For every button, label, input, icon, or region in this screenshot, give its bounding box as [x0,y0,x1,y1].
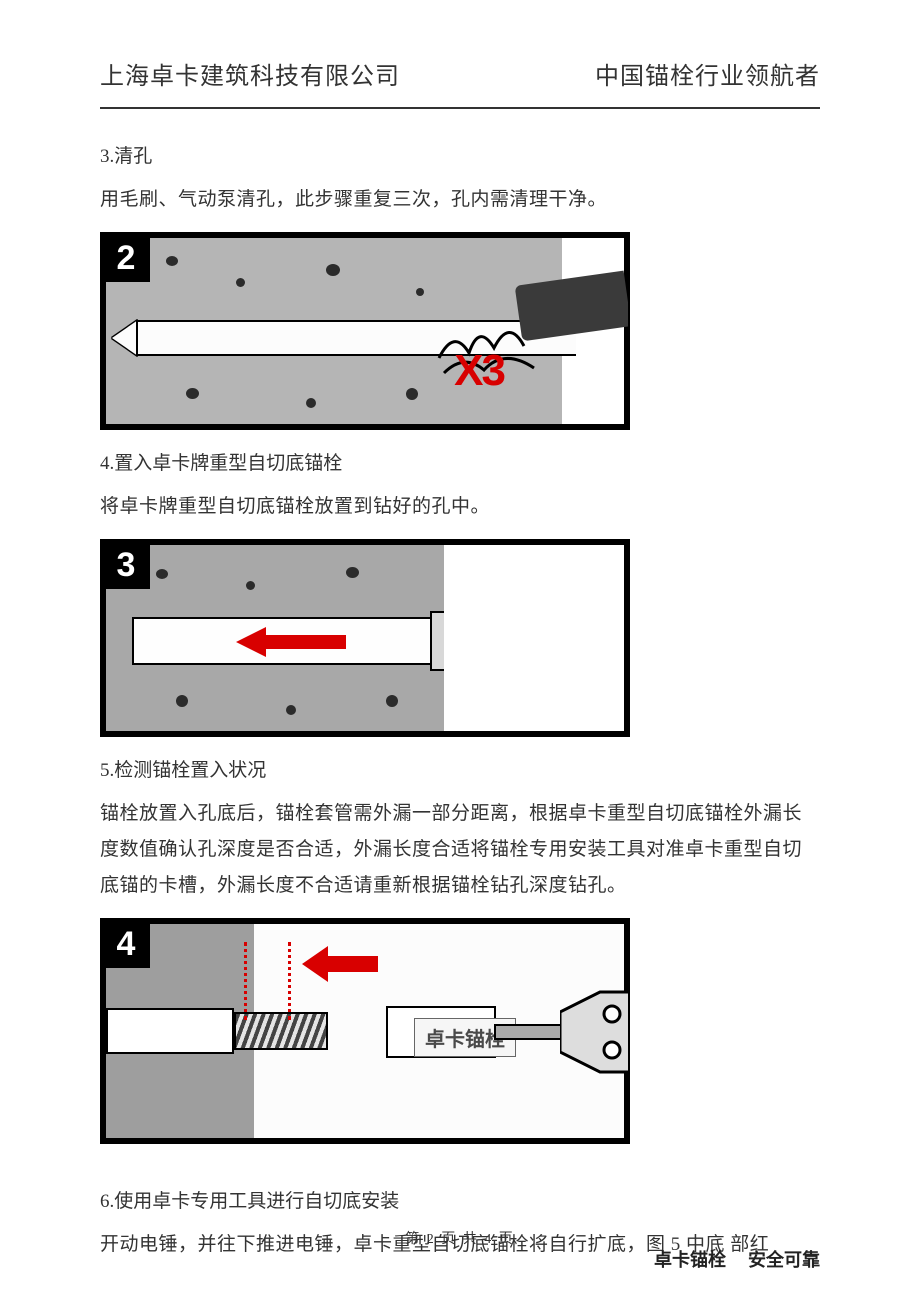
step-badge: 2 [102,234,150,282]
step-number: 3 [100,146,110,167]
step-badge: 4 [102,920,150,968]
figure-step-3: 卓卡锚栓 3 [100,539,630,737]
step-title: 使用卓卡专用工具进行自切底安装 [114,1191,399,1212]
section-4-title: 4.置入卓卡牌重型自切底锚栓 [100,448,820,475]
hand-icon [442,563,622,733]
anchor-nut-icon [464,619,486,663]
company-name: 上海卓卡建筑科技有限公司 [100,56,400,91]
bolt-sleeve-icon [106,1008,234,1054]
step-title: 清孔 [114,146,152,167]
tool-chuck-icon [560,984,630,1080]
arrow-left-icon [302,946,378,982]
section-3-title: 3.清孔 [100,141,820,168]
measure-line-icon [288,942,291,1020]
step-badge: 3 [102,541,150,589]
section-5-body: 锚栓放置入孔底后，锚栓套管需外漏一部分距离，根据卓卡重型自切底锚栓外漏长度数值确… [100,796,820,904]
measure-line-icon [244,942,247,1020]
anchor-label: 卓卡锚栓 [512,625,614,664]
figure-2-bg: X3 [106,238,624,424]
step-number: 6 [100,1191,110,1212]
figure-step-4: 卓卡锚栓 4 [100,918,630,1144]
section-5-title: 5.检测锚栓置入状况 [100,755,820,782]
footer-brand: 卓卡锚栓 安全可靠 [654,1246,820,1272]
repeat-multiplier: X3 [454,346,504,396]
section-4-body: 将卓卡牌重型自切底锚栓放置到钻好的孔中。 [100,489,820,525]
figure-4-bg: 卓卡锚栓 [106,924,624,1138]
footer-brand-tag: 安全可靠 [748,1250,820,1270]
step-title: 检测锚栓置入状况 [114,760,266,781]
footer-brand-name: 卓卡锚栓 [654,1250,726,1270]
page-header: 上海卓卡建筑科技有限公司 中国锚栓行业领航者 [100,56,820,109]
section-6-title: 6.使用卓卡专用工具进行自切底安装 [100,1186,820,1213]
page-number: 第 2 页 共 4 页 [0,1228,920,1248]
figure-3-bg: 卓卡锚栓 [106,545,624,731]
bolt-threads-icon [234,1012,328,1050]
step-number: 4 [100,453,110,474]
company-slogan: 中国锚栓行业领航者 [595,56,820,91]
section-3-body: 用毛刷、气动泵清孔，此步骤重复三次，孔内需清理干净。 [100,182,820,218]
tool-shaft-icon [494,1024,564,1040]
step-title: 置入卓卡牌重型自切底锚栓 [114,453,342,474]
anchor-head-icon [430,611,464,671]
drill-tip-icon [112,320,138,356]
step-number: 5 [100,760,110,781]
figure-step-2: X3 2 [100,232,630,430]
arrow-left-icon [236,627,346,657]
